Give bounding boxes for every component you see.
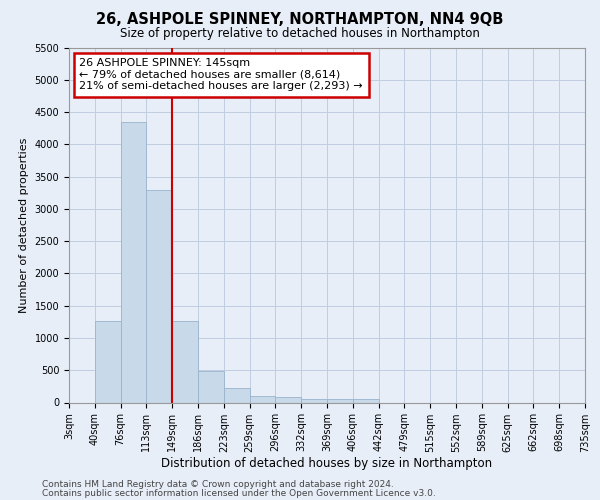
Y-axis label: Number of detached properties: Number of detached properties <box>19 138 29 312</box>
Bar <box>301 398 327 402</box>
Bar <box>353 400 379 402</box>
Bar <box>198 371 224 402</box>
Text: Contains public sector information licensed under the Open Government Licence v3: Contains public sector information licen… <box>42 488 436 498</box>
Bar <box>224 388 250 402</box>
Bar <box>250 396 275 402</box>
Text: Size of property relative to detached houses in Northampton: Size of property relative to detached ho… <box>120 28 480 40</box>
Bar <box>172 320 198 402</box>
Bar <box>121 122 146 402</box>
Bar <box>95 320 121 402</box>
Text: 26 ASHPOLE SPINNEY: 145sqm
← 79% of detached houses are smaller (8,614)
21% of s: 26 ASHPOLE SPINNEY: 145sqm ← 79% of deta… <box>79 58 363 92</box>
Bar <box>146 190 172 402</box>
Bar <box>327 400 353 402</box>
Bar <box>275 398 301 402</box>
Text: Contains HM Land Registry data © Crown copyright and database right 2024.: Contains HM Land Registry data © Crown c… <box>42 480 394 489</box>
X-axis label: Distribution of detached houses by size in Northampton: Distribution of detached houses by size … <box>161 458 493 470</box>
Text: 26, ASHPOLE SPINNEY, NORTHAMPTON, NN4 9QB: 26, ASHPOLE SPINNEY, NORTHAMPTON, NN4 9Q… <box>97 12 503 28</box>
